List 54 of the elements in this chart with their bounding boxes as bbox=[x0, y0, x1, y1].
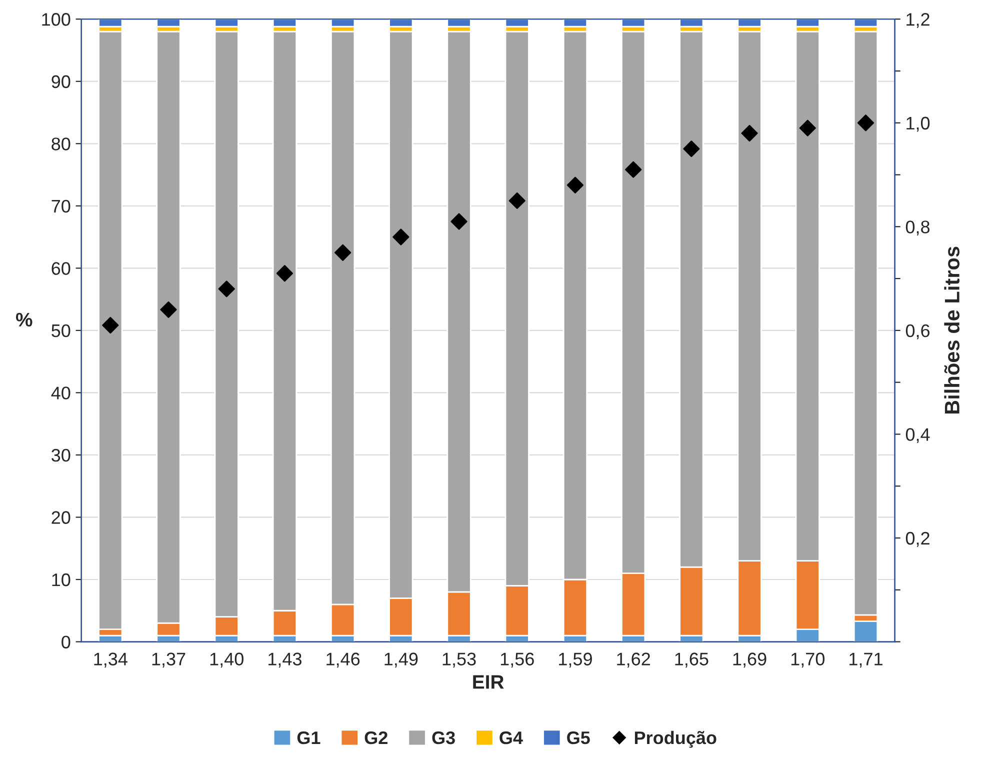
x-tick-label: 1,43 bbox=[268, 652, 302, 668]
legend-label: G1 bbox=[297, 731, 320, 744]
y-tick-label: 10 bbox=[52, 573, 70, 586]
y-tick-label: 0 bbox=[62, 636, 70, 648]
y-tick-label: 100 bbox=[42, 13, 70, 26]
point bbox=[566, 176, 584, 194]
y-axis-title: % bbox=[16, 312, 32, 327]
x-tick-label: 1,46 bbox=[326, 652, 360, 668]
x-tick-label: 1,69 bbox=[733, 652, 766, 668]
x-axis-title: EIR bbox=[473, 675, 504, 689]
y-tick-label: 50 bbox=[52, 324, 70, 338]
y-tick-label: 40 bbox=[51, 386, 70, 400]
y2-tick-label: 0,6 bbox=[906, 324, 930, 340]
x-tick-label: 1,65 bbox=[675, 652, 708, 668]
y-tick-label: 60 bbox=[52, 262, 70, 275]
x-tick-label: 1,70 bbox=[791, 652, 824, 668]
x-tick-label: 1,62 bbox=[617, 652, 650, 668]
x-tick-label: 1,34 bbox=[94, 652, 128, 668]
point bbox=[741, 124, 758, 142]
y-tick-label: 80 bbox=[52, 138, 70, 150]
x-tick-label: 1,71 bbox=[850, 652, 882, 668]
x-tick-label: 1,53 bbox=[442, 652, 476, 668]
legend-label: G5 bbox=[567, 731, 590, 744]
point bbox=[102, 316, 119, 334]
point bbox=[450, 213, 468, 230]
y-tick-label: 20 bbox=[52, 511, 70, 524]
x-tick-label: 1,37 bbox=[152, 652, 186, 668]
x-tick-label: 1,40 bbox=[210, 652, 244, 668]
y2-tick-label: 1,0 bbox=[906, 116, 930, 132]
point bbox=[392, 228, 410, 246]
legend-label: G4 bbox=[500, 731, 523, 744]
y2-tick-label: 0,8 bbox=[906, 220, 930, 236]
x-tick-label: 1,59 bbox=[559, 652, 592, 668]
legend-label: G2 bbox=[364, 731, 388, 744]
y-tick-label: 30 bbox=[52, 448, 70, 462]
legend-label: Produção bbox=[634, 730, 716, 748]
y2-tick-label: 1,2 bbox=[906, 13, 930, 28]
point bbox=[799, 120, 816, 136]
x-tick-label: 1,56 bbox=[500, 652, 534, 668]
point bbox=[276, 265, 294, 282]
point bbox=[160, 301, 177, 318]
y2-tick-label: 0,4 bbox=[906, 428, 930, 444]
point bbox=[625, 161, 642, 178]
x-tick-label: 1,49 bbox=[384, 652, 418, 668]
y2-axis-title: Bilhões de Litros bbox=[944, 246, 960, 414]
y2-tick-label: 0,2 bbox=[906, 532, 930, 547]
point bbox=[218, 280, 235, 298]
y-tick-label: 90 bbox=[52, 75, 70, 88]
point bbox=[683, 140, 700, 158]
point bbox=[508, 192, 526, 210]
point bbox=[334, 244, 352, 261]
legend-label: G3 bbox=[432, 731, 455, 744]
point bbox=[857, 114, 874, 132]
y-tick-label: 70 bbox=[52, 200, 70, 213]
